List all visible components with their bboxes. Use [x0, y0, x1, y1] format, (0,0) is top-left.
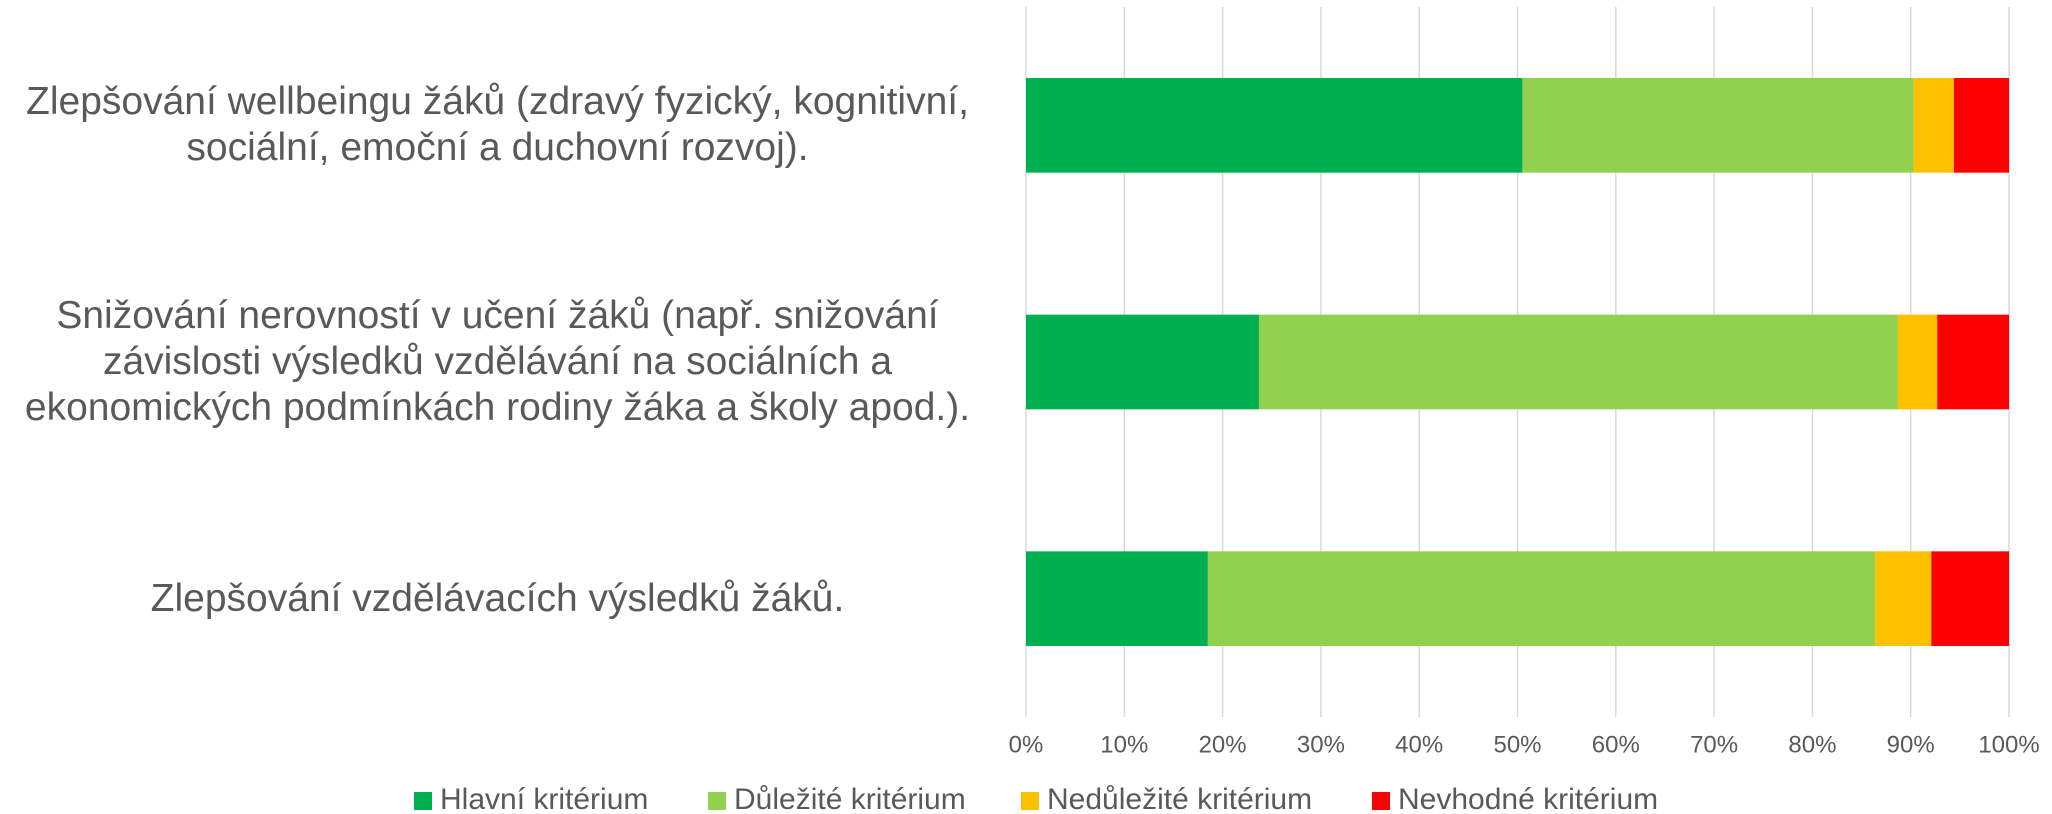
- bar-segment: [1937, 314, 2009, 410]
- bar-segment: [1026, 551, 1208, 646]
- bar-segment: [1026, 78, 1523, 173]
- bar-segment: [1913, 78, 1954, 173]
- category-label: Zlepšování vzdělávacích výsledků žáků.: [150, 576, 845, 620]
- x-tick-label: 40%: [1395, 731, 1443, 758]
- x-tick-label: 20%: [1199, 731, 1247, 758]
- legend-label: Hlavní kritérium: [440, 783, 648, 814]
- legend-swatch: [708, 792, 726, 810]
- legend-label: Nedůležité kritérium: [1047, 783, 1312, 814]
- bar-segment: [1026, 314, 1259, 410]
- bar-segment: [1875, 551, 1932, 646]
- bar-segment: [1931, 551, 2009, 646]
- legend-swatch: [1021, 792, 1039, 810]
- legend-label: Nevhodné kritérium: [1398, 783, 1658, 814]
- legend-label: Důležité kritérium: [734, 783, 966, 814]
- x-tick-label: 90%: [1887, 731, 1935, 758]
- bar-segment: [1258, 314, 1898, 410]
- legend-swatch: [1372, 792, 1390, 810]
- bar-segment: [1522, 78, 1914, 173]
- x-tick-label: 50%: [1493, 731, 1541, 758]
- x-tick-label: 30%: [1297, 731, 1345, 758]
- bar-segment: [1207, 551, 1876, 646]
- x-tick-label: 60%: [1592, 731, 1640, 758]
- x-tick-label: 80%: [1788, 731, 1836, 758]
- legend-swatch: [414, 792, 432, 810]
- category-label: Snižování nerovností v učení žáků (např.…: [24, 294, 971, 429]
- x-tick-label: 10%: [1100, 731, 1148, 758]
- x-tick-label: 100%: [1978, 731, 2039, 758]
- bar-segment: [1953, 78, 2009, 173]
- category-label: Zlepšování wellbeingu žáků (zdravý fyzic…: [26, 80, 969, 170]
- x-tick-label: 70%: [1690, 731, 1738, 758]
- x-tick-label: 0%: [1009, 731, 1044, 758]
- bar-segment: [1897, 314, 1938, 410]
